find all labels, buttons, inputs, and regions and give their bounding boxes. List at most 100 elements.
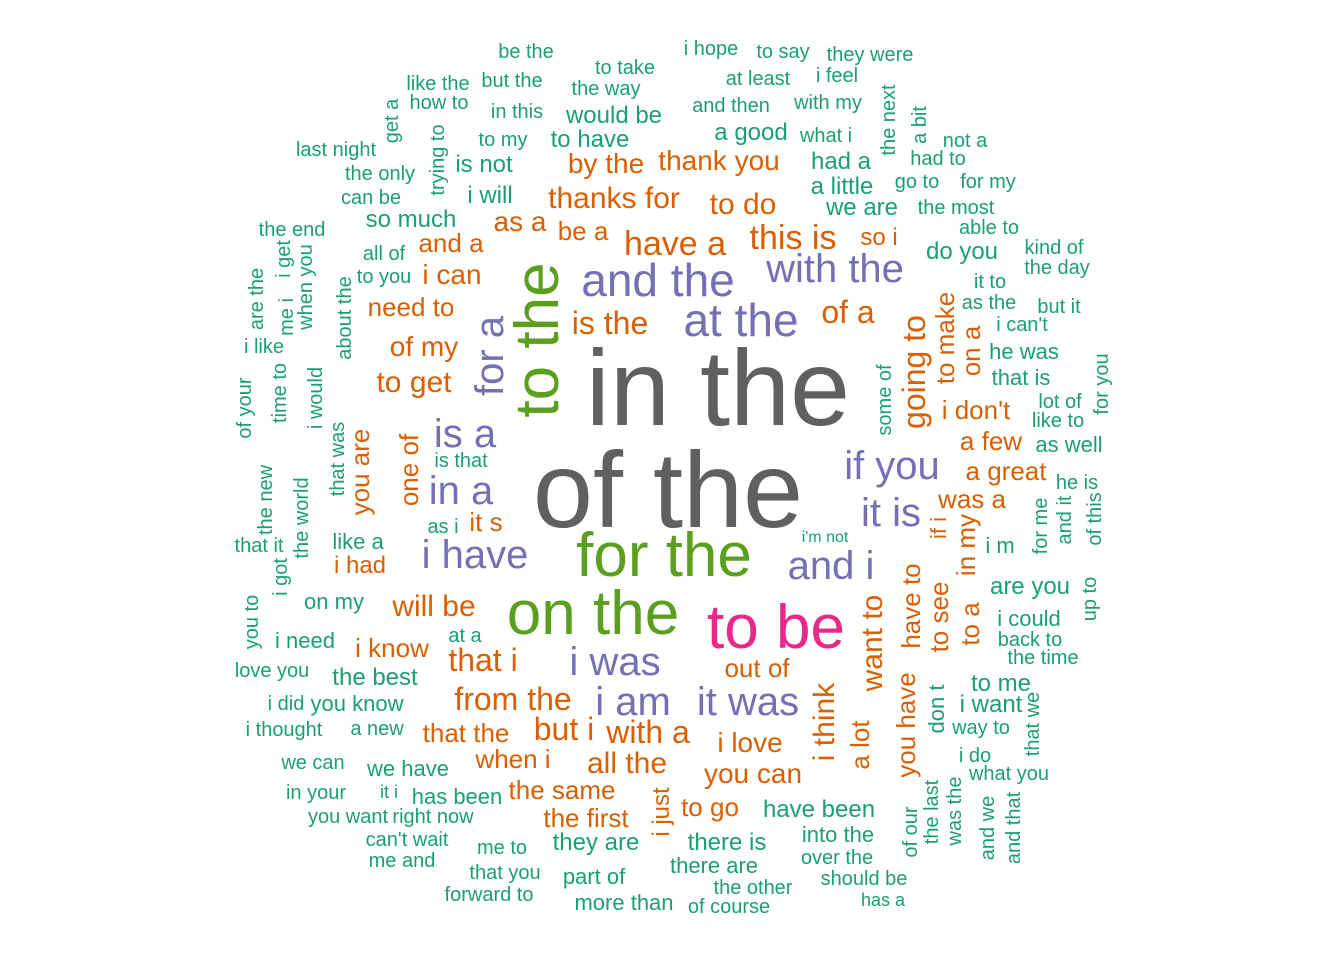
cloud-word: as well — [1035, 432, 1103, 457]
cloud-word: i hope — [683, 38, 739, 60]
cloud-word: to my — [478, 129, 528, 151]
cloud-word: are the — [246, 267, 268, 331]
cloud-word: there are — [669, 853, 759, 878]
cloud-word: all the — [586, 747, 668, 780]
cloud-word: a lot — [845, 720, 875, 770]
cloud-word: can't wait — [365, 829, 449, 851]
cloud-word: they are — [552, 829, 640, 856]
cloud-word: i'm not — [801, 529, 849, 546]
cloud-word: a few — [959, 426, 1023, 456]
cloud-word: and the — [581, 254, 735, 306]
cloud-word: the only — [344, 163, 416, 185]
cloud-word: for my — [960, 171, 1016, 193]
cloud-word: like a — [332, 529, 384, 554]
cloud-word: would be — [565, 102, 663, 129]
cloud-word: of this — [1084, 492, 1106, 546]
cloud-word: have to — [896, 563, 926, 649]
cloud-word: like to — [1031, 410, 1085, 432]
cloud-word: trying to — [427, 124, 449, 196]
cloud-word: be the — [498, 41, 554, 63]
cloud-word: love you — [234, 660, 310, 682]
cloud-word: of my — [389, 331, 459, 362]
cloud-word: had to — [910, 148, 966, 170]
cloud-word: on my — [304, 589, 364, 614]
cloud-word: if you — [844, 444, 940, 488]
cloud-word: the time — [1007, 647, 1079, 669]
cloud-word: in your — [285, 782, 347, 804]
cloud-word: the most — [917, 197, 995, 219]
cloud-word: and it — [1054, 495, 1076, 545]
cloud-word: when i — [475, 744, 551, 774]
cloud-word: for you — [1091, 353, 1113, 415]
cloud-word: i can — [422, 259, 482, 290]
cloud-word: that we — [1022, 691, 1044, 757]
cloud-word: for the — [576, 521, 752, 590]
cloud-word: to a — [955, 602, 985, 646]
cloud-word: able to — [958, 217, 1020, 239]
cloud-word: going to — [896, 315, 932, 429]
cloud-word: that is — [991, 365, 1051, 390]
cloud-word: i know — [355, 633, 429, 663]
cloud-word: i can't — [996, 314, 1048, 336]
cloud-word: and that — [1003, 791, 1025, 865]
cloud-word: i had — [333, 552, 387, 579]
cloud-word: is not — [455, 151, 513, 178]
cloud-word: and i — [787, 544, 875, 588]
cloud-word: you want — [307, 806, 389, 828]
cloud-word: to do — [709, 188, 777, 221]
cloud-word: we can — [281, 752, 345, 774]
cloud-word: that the — [422, 718, 510, 748]
cloud-word: from the — [454, 681, 572, 717]
cloud-word: and we — [977, 795, 999, 861]
cloud-word: if i — [926, 517, 951, 539]
cloud-word: you are — [345, 428, 375, 516]
cloud-word: he is — [1055, 472, 1099, 494]
cloud-word: last night — [295, 139, 377, 161]
cloud-word: i would — [305, 366, 327, 430]
cloud-word: one of — [394, 433, 424, 507]
cloud-word: with my — [794, 92, 862, 114]
cloud-word: lot of — [1038, 391, 1082, 413]
cloud-word: me and — [368, 850, 436, 872]
cloud-word: i have — [421, 533, 529, 577]
cloud-word: the best — [332, 664, 418, 691]
cloud-word: i did — [267, 693, 305, 715]
cloud-word: to be — [707, 593, 845, 662]
cloud-word: up to — [1079, 576, 1101, 622]
cloud-word: we are — [825, 194, 899, 221]
cloud-word: thanks for — [548, 182, 680, 215]
cloud-word: i think — [808, 682, 841, 762]
cloud-word: need to — [367, 292, 455, 322]
cloud-word: to take — [594, 57, 656, 79]
cloud-word: what you — [968, 763, 1050, 785]
cloud-word: some of — [874, 364, 896, 436]
cloud-word: to you — [356, 266, 412, 288]
cloud-word: it is — [861, 491, 921, 535]
cloud-word: when you — [295, 244, 317, 330]
cloud-word: like the — [406, 73, 470, 95]
cloud-word: that was — [327, 421, 349, 497]
cloud-word: the same — [508, 775, 616, 805]
cloud-word: get a — [381, 98, 403, 144]
cloud-word: this is — [749, 219, 837, 257]
cloud-word: don t — [924, 684, 949, 734]
cloud-word: is that — [434, 450, 488, 472]
cloud-word: want to — [856, 594, 889, 692]
cloud-word: a good — [714, 119, 788, 146]
cloud-word: into the — [801, 822, 875, 847]
cloud-word: but it — [1037, 296, 1081, 318]
cloud-word: out of — [724, 653, 790, 683]
cloud-word: the way — [571, 78, 641, 100]
cloud-word: he was — [989, 339, 1059, 364]
cloud-word: for me — [1030, 497, 1052, 555]
cloud-word: the world — [291, 477, 313, 559]
cloud-word: can be — [340, 187, 402, 209]
cloud-word: i will — [467, 182, 513, 209]
cloud-word: in a — [428, 469, 494, 513]
cloud-word: to have — [550, 126, 630, 153]
cloud-word: i need — [275, 628, 335, 653]
cloud-word: that it — [234, 535, 284, 557]
cloud-word: about the — [334, 276, 356, 360]
cloud-word: part of — [562, 864, 626, 889]
cloud-word: is a — [433, 412, 497, 456]
